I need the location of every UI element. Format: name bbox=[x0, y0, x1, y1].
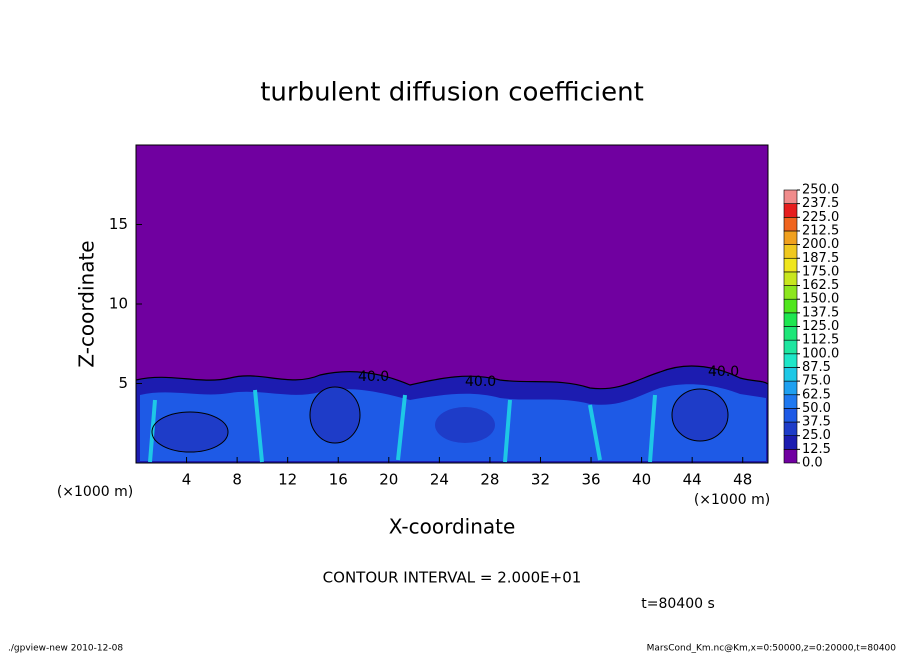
colorbar-label: 212.5 bbox=[802, 223, 839, 238]
colorbar-box bbox=[783, 449, 798, 464]
x-tick-label: 24 bbox=[430, 471, 449, 489]
time-label: t=80400 s bbox=[641, 596, 715, 612]
x-tick-label: 16 bbox=[329, 471, 348, 489]
colorbar-label: 112.5 bbox=[802, 333, 839, 348]
x-tick-label: 32 bbox=[531, 471, 550, 489]
colorbar-box bbox=[783, 380, 798, 396]
colorbar-box bbox=[783, 285, 798, 300]
contour-label: 40.0 bbox=[358, 369, 389, 385]
contour-label: 40.0 bbox=[465, 374, 496, 390]
contour-label: 40.0 bbox=[708, 364, 739, 380]
colorbar-box bbox=[783, 339, 798, 355]
x-unit: (×1000 m) bbox=[57, 484, 133, 500]
colorbar-box bbox=[783, 203, 798, 218]
colorbar-label: 200.0 bbox=[802, 237, 839, 252]
y-axis-title: Z-coordinate bbox=[75, 240, 99, 367]
x-tick-label: 20 bbox=[379, 471, 398, 489]
field bbox=[135, 145, 769, 463]
colorbar-box bbox=[783, 298, 798, 314]
x-tick-label: 36 bbox=[581, 471, 600, 489]
colorbar-label: 150.0 bbox=[802, 292, 839, 307]
colorbar-label: 175.0 bbox=[802, 264, 839, 279]
x-tick-label: 44 bbox=[683, 471, 702, 489]
x-tick-label: 28 bbox=[480, 471, 499, 489]
x-tick-label: 4 bbox=[182, 471, 192, 489]
colorbar-box bbox=[783, 408, 798, 423]
x-axis-title: X-coordinate bbox=[389, 515, 516, 539]
y-tick-label: 5 bbox=[118, 374, 128, 392]
colorbar-label: 75.0 bbox=[802, 374, 831, 389]
colorbar-box bbox=[783, 367, 798, 382]
colorbar-label: 0.0 bbox=[802, 456, 823, 471]
colorbar-box bbox=[783, 189, 798, 204]
colorbar-label: 125.0 bbox=[802, 319, 839, 334]
colorbar-label: 162.5 bbox=[802, 278, 839, 293]
colorbar-box bbox=[783, 230, 798, 245]
colorbar-label: 225.0 bbox=[802, 210, 839, 225]
chart-title: turbulent diffusion coefficient bbox=[260, 78, 644, 108]
colorbar-label: 12.5 bbox=[802, 442, 831, 457]
x-tick-label: 8 bbox=[232, 471, 242, 489]
colorbar-box bbox=[783, 271, 798, 286]
colorbar-box bbox=[783, 394, 798, 409]
x-tick-label: 48 bbox=[733, 471, 752, 489]
y-tick-label: 15 bbox=[109, 215, 128, 233]
colorbar-box bbox=[783, 312, 798, 327]
colorbar-label: 87.5 bbox=[802, 360, 831, 375]
colorbar-box bbox=[783, 353, 798, 368]
x-tick-label: 12 bbox=[278, 471, 297, 489]
colorbar-box bbox=[783, 435, 798, 450]
colorbar-box bbox=[783, 217, 798, 232]
colorbar-box bbox=[783, 326, 798, 341]
colorbar-label: 50.0 bbox=[802, 401, 831, 416]
x-tick-label: 40 bbox=[632, 471, 651, 489]
colorbar-label: 25.0 bbox=[802, 428, 831, 443]
contour-interval: CONTOUR INTERVAL = 2.000E+01 bbox=[323, 569, 582, 587]
colorbar-label: 37.5 bbox=[802, 415, 831, 430]
x-unit: (×1000 m) bbox=[694, 492, 770, 508]
colorbar-label: 237.5 bbox=[802, 196, 839, 211]
colorbar-label: 100.0 bbox=[802, 346, 839, 361]
colorbar-label: 250.0 bbox=[802, 183, 839, 198]
colorbar-box bbox=[783, 421, 798, 436]
colorbar-label: 62.5 bbox=[802, 387, 831, 402]
colorbar-label: 137.5 bbox=[802, 305, 839, 320]
colorbar-label: 187.5 bbox=[802, 251, 839, 266]
colorbar-box bbox=[783, 244, 798, 259]
y-tick-label: 10 bbox=[109, 295, 128, 313]
footer-right: MarsCond_Km.nc@Km,x=0:50000,z=0:20000,t=… bbox=[647, 644, 897, 654]
footer-left: ./gpview-new 2010-12-08 bbox=[8, 644, 123, 654]
colorbar-box bbox=[783, 257, 798, 273]
